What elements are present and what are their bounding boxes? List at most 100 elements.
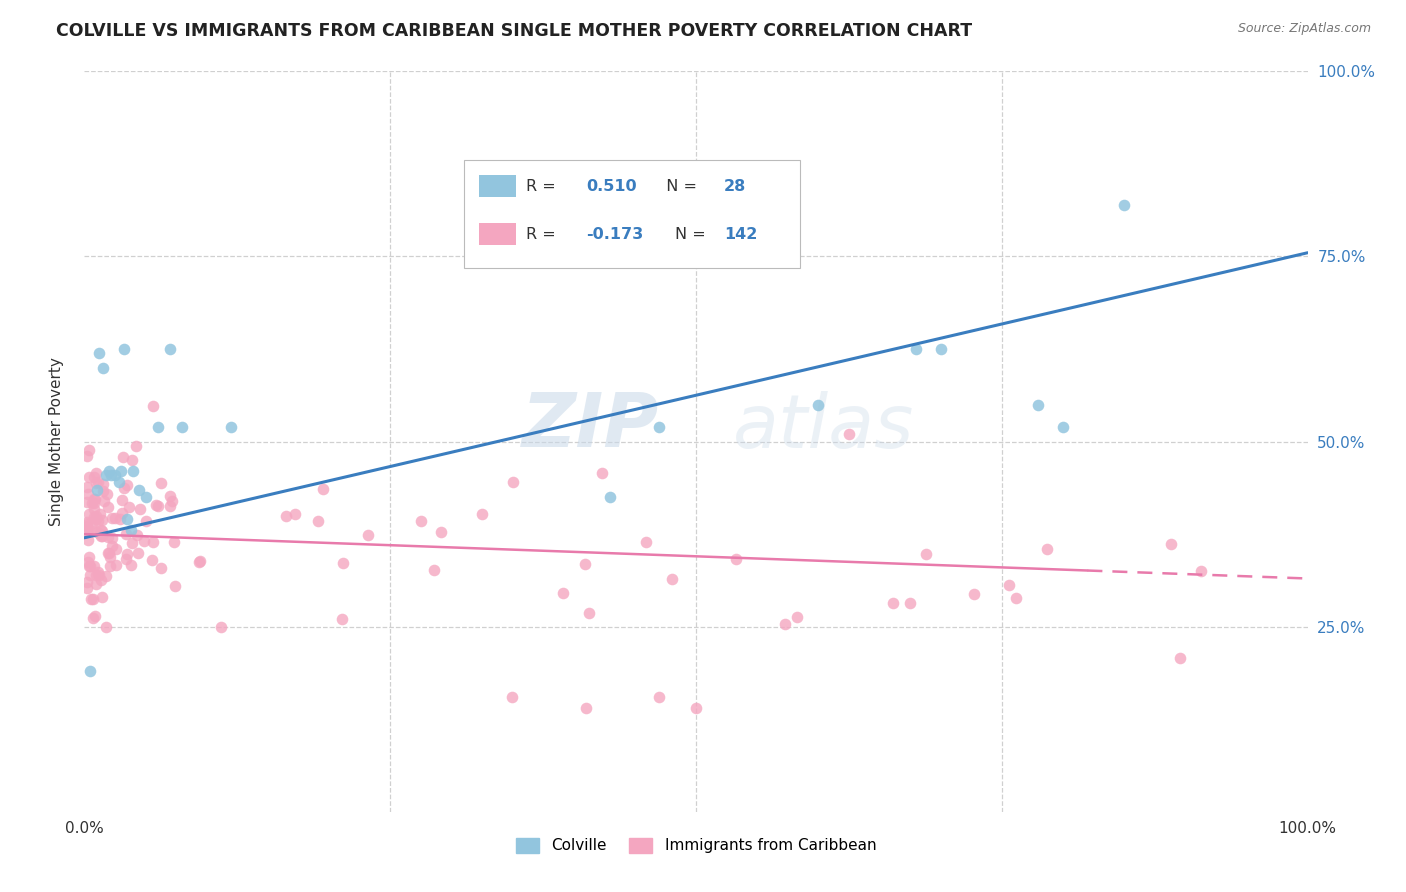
Text: N =: N = — [675, 227, 711, 242]
Point — [807, 398, 830, 412]
Point — [104, 558, 127, 573]
Point — [898, 596, 921, 610]
Y-axis label: Single Mother Poverty: Single Mother Poverty — [49, 357, 63, 526]
Point — [90, 524, 112, 538]
Point — [786, 610, 808, 624]
Point — [838, 427, 860, 442]
Point — [150, 561, 173, 575]
Point — [284, 508, 307, 522]
Point — [122, 464, 145, 478]
Point — [120, 524, 142, 538]
Point — [100, 511, 122, 525]
Point — [80, 516, 103, 530]
Point — [578, 606, 600, 620]
Point — [128, 483, 150, 497]
Point — [502, 475, 524, 490]
Point — [209, 620, 232, 634]
Point — [77, 442, 100, 457]
Point — [963, 587, 986, 601]
Point — [115, 527, 138, 541]
Point — [89, 568, 111, 582]
Point — [76, 450, 98, 464]
Point — [574, 557, 596, 571]
Point — [125, 439, 148, 453]
Point — [135, 490, 157, 504]
Point — [91, 513, 114, 527]
Point — [115, 547, 138, 561]
Point — [80, 496, 103, 510]
Point — [76, 495, 98, 509]
Point — [502, 690, 524, 704]
Point — [91, 360, 114, 375]
Point — [111, 493, 134, 508]
Point — [93, 493, 115, 508]
Point — [929, 342, 952, 356]
Point — [84, 512, 107, 526]
Legend: Colville, Immigrants from Caribbean: Colville, Immigrants from Caribbean — [510, 832, 882, 860]
Point — [83, 510, 105, 524]
Point — [357, 528, 380, 542]
Point — [76, 517, 98, 532]
Point — [96, 467, 118, 482]
Point — [905, 342, 928, 356]
Point — [110, 464, 132, 478]
Point — [330, 612, 353, 626]
Point — [76, 480, 98, 494]
Point — [84, 476, 107, 491]
Point — [128, 501, 150, 516]
Point — [1005, 591, 1028, 605]
FancyBboxPatch shape — [479, 175, 516, 197]
Point — [149, 476, 172, 491]
Point — [146, 419, 169, 434]
Point — [120, 558, 142, 572]
Point — [915, 547, 938, 561]
Point — [84, 492, 107, 507]
Point — [86, 525, 108, 540]
Point — [998, 578, 1021, 592]
Point — [648, 690, 671, 704]
Text: R =: R = — [526, 178, 561, 194]
Point — [86, 483, 108, 497]
Point — [409, 514, 432, 528]
Point — [159, 499, 181, 513]
Point — [160, 493, 183, 508]
Point — [100, 467, 122, 482]
Point — [127, 546, 149, 560]
Point — [121, 453, 143, 467]
Point — [87, 475, 110, 490]
Point — [90, 590, 112, 604]
Point — [1036, 541, 1059, 556]
Point — [773, 616, 796, 631]
Point — [661, 572, 683, 586]
Point — [77, 550, 100, 565]
Point — [79, 559, 101, 574]
Point — [97, 530, 120, 544]
Point — [551, 586, 574, 600]
Point — [108, 512, 131, 526]
Point — [219, 419, 242, 434]
Point — [187, 555, 209, 569]
Point — [84, 467, 107, 481]
Point — [76, 520, 98, 534]
Point — [636, 535, 658, 549]
Point — [142, 399, 165, 413]
Point — [94, 569, 117, 583]
Point — [111, 506, 134, 520]
Point — [111, 450, 134, 464]
Point — [90, 523, 112, 537]
Point — [76, 519, 98, 533]
Text: atlas: atlas — [733, 391, 914, 463]
Point — [135, 514, 157, 528]
Point — [1160, 536, 1182, 550]
Text: COLVILLE VS IMMIGRANTS FROM CARIBBEAN SINGLE MOTHER POVERTY CORRELATION CHART: COLVILLE VS IMMIGRANTS FROM CARIBBEAN SI… — [56, 22, 973, 40]
Point — [97, 464, 120, 478]
Point — [648, 419, 671, 434]
Point — [118, 500, 141, 515]
Text: -0.173: -0.173 — [586, 227, 643, 242]
Point — [76, 556, 98, 570]
Text: ZIP: ZIP — [522, 390, 659, 463]
Point — [112, 481, 135, 495]
Text: N =: N = — [655, 178, 702, 194]
Point — [83, 502, 105, 516]
Point — [84, 509, 107, 524]
